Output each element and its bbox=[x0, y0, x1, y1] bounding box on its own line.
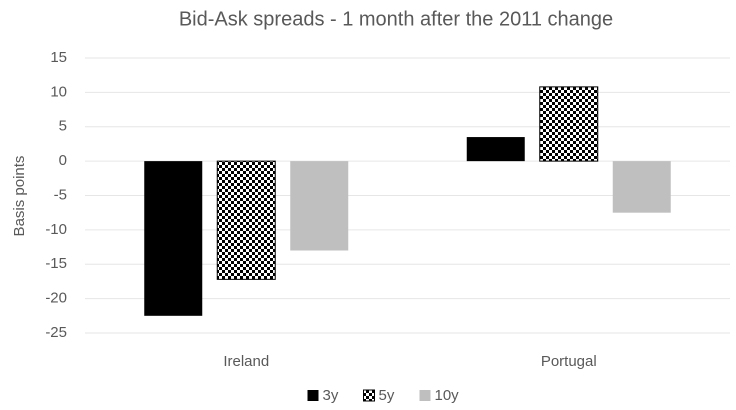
x-tick-label: Ireland bbox=[223, 353, 269, 370]
bar bbox=[466, 137, 525, 162]
bar bbox=[539, 86, 599, 162]
legend-swatch bbox=[307, 390, 319, 401]
legend-label: 3y bbox=[323, 387, 339, 404]
legend-swatch bbox=[363, 389, 375, 402]
y-tick-label: 0 bbox=[59, 152, 67, 169]
chart-title: Bid-Ask spreads - 1 month after the 2011… bbox=[179, 8, 613, 30]
y-tick-label: 15 bbox=[50, 49, 67, 66]
y-axis-label: Basis points bbox=[11, 156, 28, 237]
bar bbox=[290, 161, 349, 251]
y-tick-label: -15 bbox=[45, 255, 67, 272]
y-tick-label: 5 bbox=[59, 118, 67, 135]
legend-swatch bbox=[419, 390, 431, 401]
bar bbox=[216, 160, 276, 280]
legend-label: 5y bbox=[379, 387, 395, 404]
legend-label: 10y bbox=[435, 387, 460, 404]
y-tick-label: -5 bbox=[54, 186, 67, 203]
x-tick-label: Portugal bbox=[541, 353, 597, 370]
y-tick-label: -20 bbox=[45, 290, 67, 307]
y-tick-label: 10 bbox=[50, 83, 67, 100]
bar bbox=[612, 161, 671, 213]
y-tick-label: -25 bbox=[45, 324, 67, 341]
y-tick-label: -10 bbox=[45, 221, 67, 238]
bar bbox=[144, 161, 203, 316]
